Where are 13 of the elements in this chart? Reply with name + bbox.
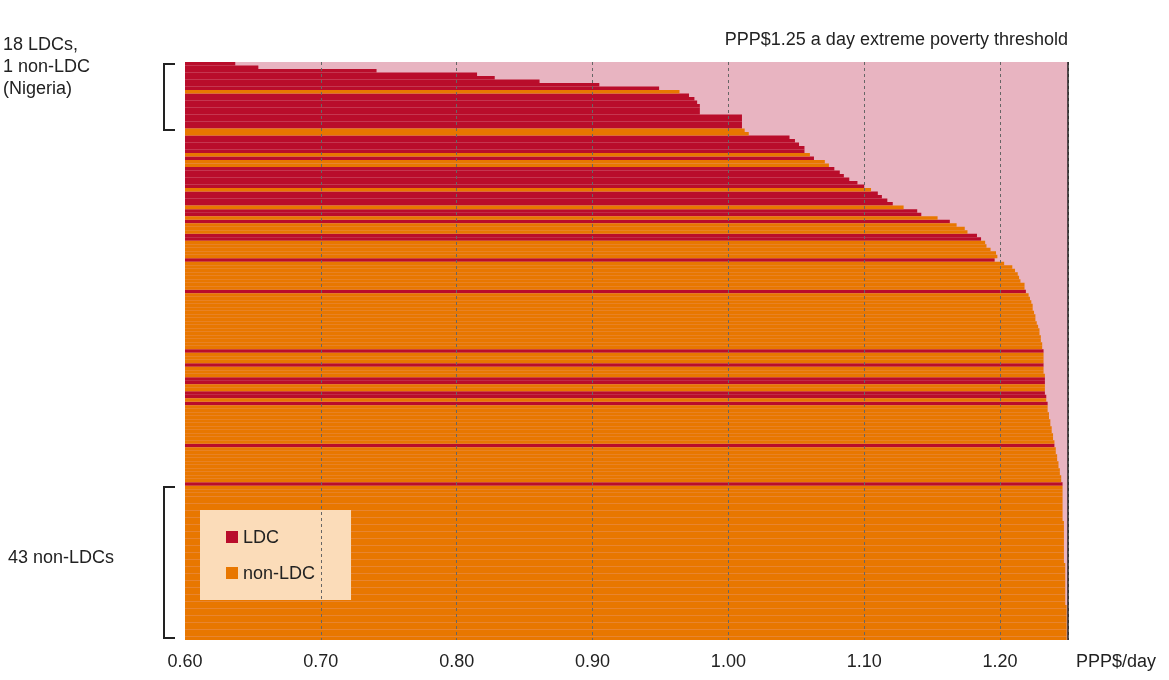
text: 18 LDCs, 1 non-LDC (Nigeria) — [3, 33, 91, 99]
text: 43 non-LDCs — [8, 546, 115, 568]
x-tick-label: 0.80 — [439, 651, 475, 671]
x-tick-label: 0.60 — [167, 651, 203, 671]
x-tick-label: 1.10 — [846, 651, 882, 671]
x-tick-label: 1.00 — [710, 651, 746, 671]
ref-line-label: PPP$1.25 a day extreme poverty threshold — [724, 29, 1068, 49]
x-tick-label: 0.70 — [303, 651, 339, 671]
x-tick-label: 1.20 — [982, 651, 1018, 671]
x-axis-title: PPP$/day — [1076, 651, 1157, 671]
x-tick-label: 0.90 — [575, 651, 611, 671]
legend-label: LDC — [243, 527, 280, 547]
legend-label: non-LDC — [243, 563, 316, 583]
